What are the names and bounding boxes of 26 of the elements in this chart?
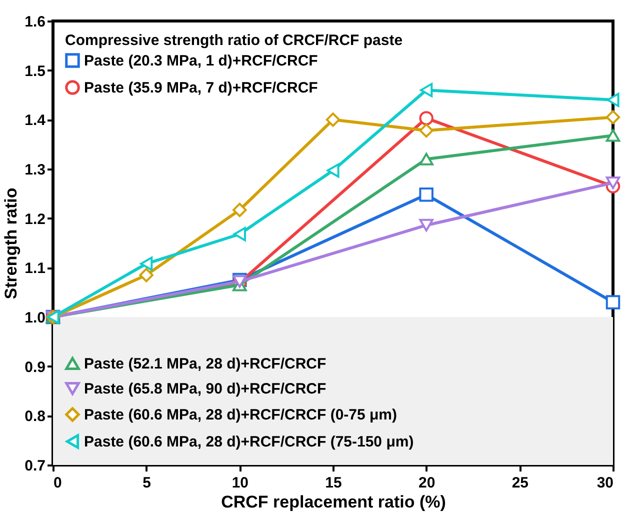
x-tick-label: 10: [232, 474, 249, 492]
y-tick-label: 0.7: [24, 458, 46, 474]
x-tick-label: 20: [418, 474, 436, 492]
x-tick-label: 15: [325, 474, 342, 492]
legend-label: Paste (60.6 MPa, 28 d)+RCF/CRCF (75-150 μm): [84, 434, 414, 450]
y-tick-label: 0.8: [24, 408, 46, 426]
y-tick-label: 1.4: [24, 112, 46, 130]
y-tick-label: 1.2: [24, 210, 46, 228]
legend-label: Paste (52.1 MPa, 28 d)+RCF/CRCF: [84, 356, 326, 372]
x-tick-label: 25: [512, 474, 529, 492]
y-tick-label: 1.0: [24, 310, 46, 326]
legend-label: Paste (20.3 MPa, 1 d)+RCF/CRCF: [84, 52, 318, 70]
y-tick-label: 1.1: [24, 260, 46, 278]
y-tick-label: 1.6: [24, 14, 46, 30]
y-tick-label: 0.9: [24, 358, 46, 376]
legend-label: Paste (60.6 MPa, 28 d)+RCF/CRCF (0-75 μm): [84, 406, 398, 424]
x-tick-label: 5: [142, 474, 152, 492]
y-axis-title: Strength ratio: [2, 188, 21, 300]
legend-title: Compressive strength ratio of CRCF/RCF paste: [65, 32, 403, 49]
x-tick-label: 30: [596, 474, 614, 492]
y-tick-label: 1.5: [24, 62, 46, 80]
y-tick-label: 1.3: [24, 162, 46, 178]
legend-label: Paste (65.8 MPa, 90 d)+RCF/CRCF: [84, 380, 326, 398]
x-tick-label: 0: [54, 474, 62, 492]
legend-label: Paste (35.9 MPa, 7 d)+RCF/CRCF: [84, 80, 318, 96]
x-axis-title: CRCF replacement ratio (%): [221, 492, 446, 512]
